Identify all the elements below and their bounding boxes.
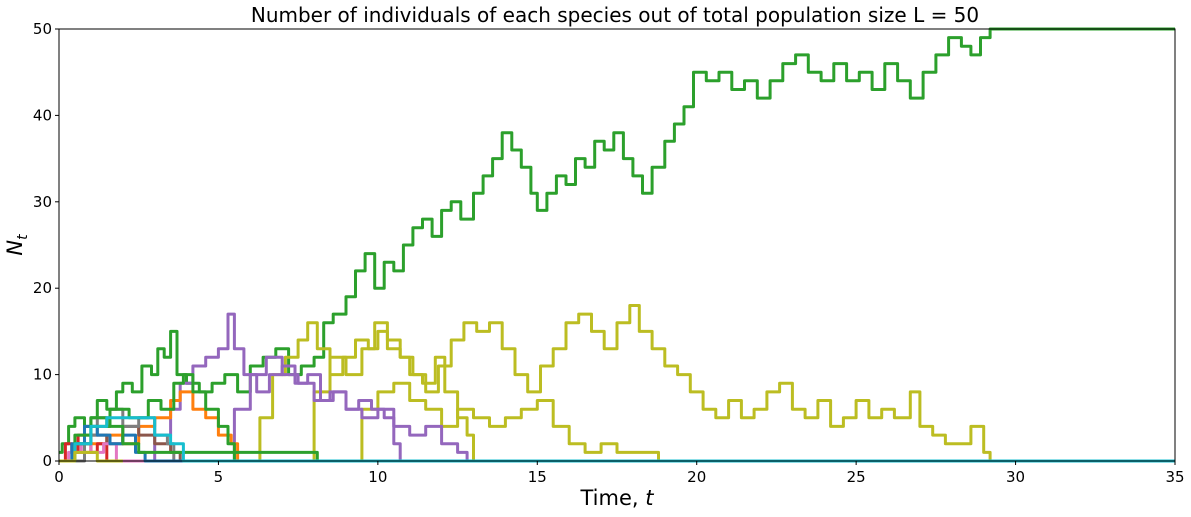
x-tick-label: 20	[687, 468, 706, 486]
x-tick-label: 25	[847, 468, 866, 486]
y-tick-label: 20	[33, 279, 52, 297]
plot-area	[59, 27, 1175, 463]
x-tick-label: 0	[54, 468, 64, 486]
x-axis: 0 5 10 15 20 25 30 35	[54, 461, 1185, 486]
x-tick-label: 30	[1006, 468, 1025, 486]
x-axis-label: Time, t	[580, 486, 655, 510]
series-line-1	[59, 27, 1175, 454]
series-line-3	[298, 304, 1175, 463]
axes-frame	[58, 28, 1176, 462]
y-tick-label: 10	[33, 366, 52, 384]
series-line-5	[138, 312, 442, 463]
series-line-10	[59, 407, 219, 463]
x-tick-label: 35	[1165, 468, 1184, 486]
y-tick-label: 50	[33, 20, 52, 38]
series-line-6	[218, 355, 506, 463]
series-line-13	[59, 416, 378, 463]
x-tick-label: 10	[368, 468, 387, 486]
series-line-2	[250, 321, 665, 463]
y-tick-label: 40	[33, 106, 52, 124]
series-line-11	[59, 442, 155, 463]
y-tick-label: 0	[42, 452, 52, 470]
series-line-15	[59, 416, 1175, 463]
y-axis-label: Nt	[3, 234, 31, 256]
series-line-4	[346, 381, 1175, 463]
y-axis: 0 10 20 30 40 50	[33, 20, 59, 470]
chart-title: Number of individuals of each species ou…	[251, 3, 979, 27]
y-tick-label: 30	[33, 193, 52, 211]
x-tick-label: 5	[214, 468, 224, 486]
x-tick-label: 15	[528, 468, 547, 486]
